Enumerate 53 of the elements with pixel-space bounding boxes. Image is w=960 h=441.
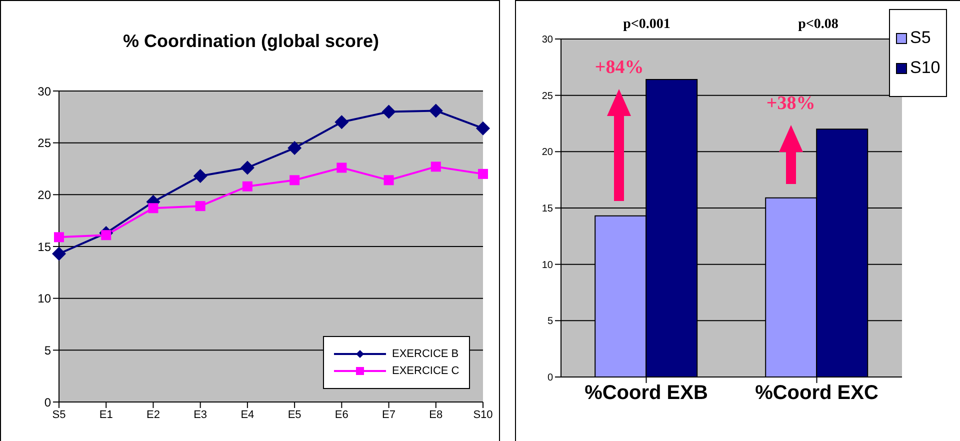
point bbox=[478, 168, 488, 179]
point bbox=[428, 104, 443, 118]
y-tick-label: 20 bbox=[38, 188, 52, 202]
chart-title: % Coordination (global score) bbox=[122, 31, 380, 52]
point bbox=[476, 121, 490, 136]
legend-label: S5 bbox=[910, 28, 931, 48]
x-tick-label: E8 bbox=[429, 408, 443, 421]
x-tick-label: E1 bbox=[99, 408, 113, 421]
x-tick-label: E6 bbox=[334, 408, 348, 421]
point bbox=[195, 201, 206, 212]
point bbox=[382, 104, 396, 119]
text: p<0.001 bbox=[622, 17, 672, 33]
y-tick-label: 25 bbox=[38, 136, 52, 150]
text: p<0.08 bbox=[797, 17, 840, 33]
y-tick-label: 30 bbox=[38, 84, 52, 98]
point bbox=[288, 141, 302, 156]
point bbox=[290, 175, 300, 186]
y-tick-label: 5 bbox=[44, 343, 52, 358]
x-tick-label: S10 bbox=[473, 408, 493, 421]
y-tick-label: 10 bbox=[542, 260, 554, 271]
legend-label: EXERCICE C bbox=[392, 365, 460, 377]
x-tick-label: E2 bbox=[146, 408, 160, 421]
point bbox=[101, 230, 112, 240]
x-tick-label: E7 bbox=[382, 408, 396, 421]
y-tick-label: 30 bbox=[542, 34, 554, 46]
y-tick-label: 15 bbox=[38, 240, 52, 254]
x-tick-label: S5 bbox=[52, 408, 66, 421]
point bbox=[148, 203, 158, 214]
x-tick-label: %Coord EXB bbox=[584, 382, 708, 404]
point bbox=[336, 162, 347, 173]
y-tick-label: 0 bbox=[44, 395, 52, 410]
x-tick-label: %Coord EXC bbox=[755, 382, 878, 404]
point bbox=[242, 181, 252, 192]
point bbox=[334, 115, 349, 130]
y-tick-label: 20 bbox=[542, 147, 554, 158]
legend-label: S10 bbox=[910, 58, 940, 78]
x-tick-label: E3 bbox=[194, 408, 208, 421]
x-tick-label: E4 bbox=[240, 408, 254, 421]
point bbox=[430, 162, 441, 172]
y-tick-label: 25 bbox=[542, 90, 554, 102]
annotation: +38% bbox=[765, 92, 816, 115]
annotation: +84% bbox=[594, 56, 645, 79]
y-tick-label: 5 bbox=[547, 316, 554, 328]
point bbox=[54, 232, 64, 242]
point bbox=[240, 160, 254, 175]
y-tick-label: 0 bbox=[547, 372, 554, 384]
point bbox=[384, 175, 394, 186]
y-tick-label: 15 bbox=[542, 204, 554, 215]
x-tick-label: E5 bbox=[288, 408, 302, 421]
point bbox=[52, 246, 66, 261]
y-tick-label: 10 bbox=[38, 292, 52, 306]
point bbox=[193, 169, 208, 184]
legend-label: EXERCICE B bbox=[392, 348, 459, 360]
